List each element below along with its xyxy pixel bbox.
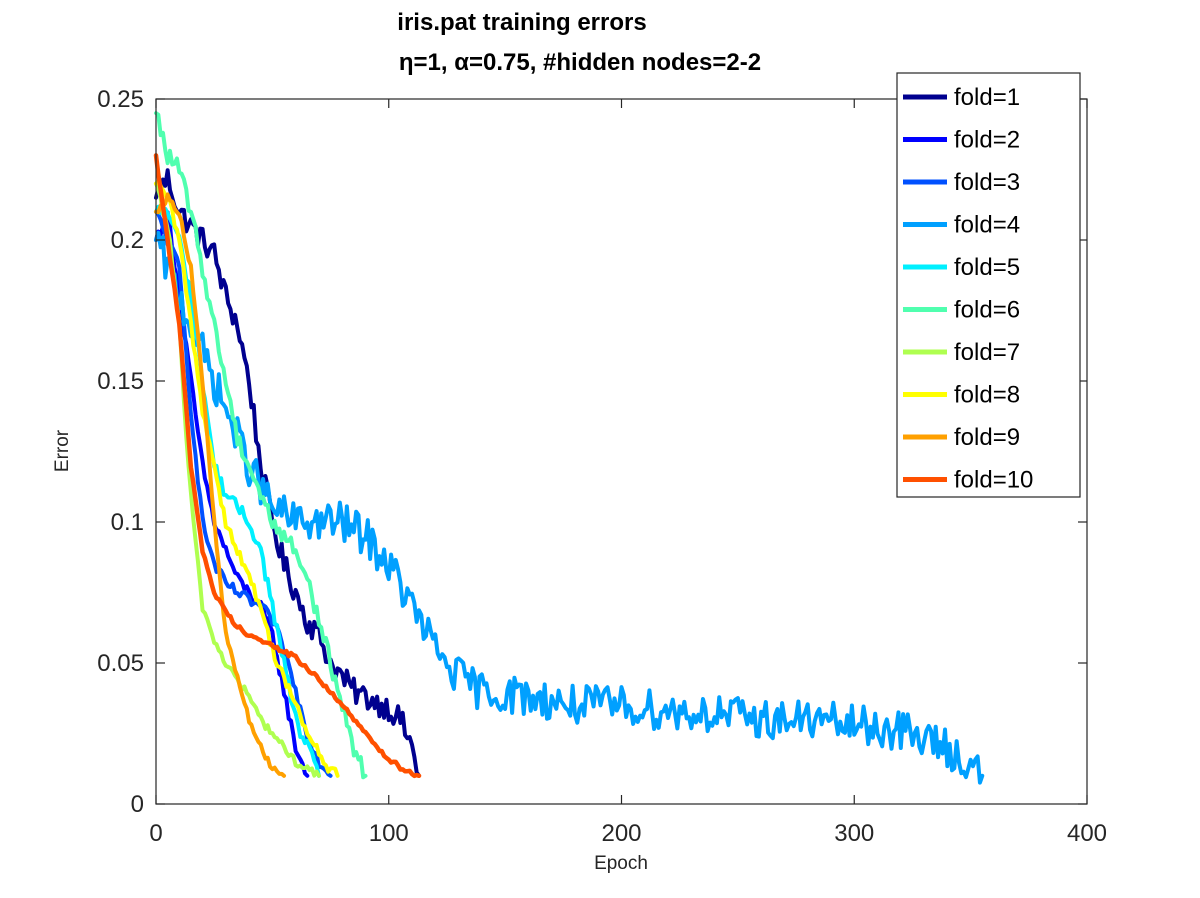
series-line-fold-6 xyxy=(154,111,368,780)
x-axis-label: Epoch xyxy=(594,853,648,874)
series-layer xyxy=(153,111,985,785)
series-line-fold-8 xyxy=(154,179,340,778)
series-line-fold-1 xyxy=(154,168,422,778)
legend-items: fold=1 fold=2 fold=3 fold=4 fold=5 fold=6 fold… xyxy=(903,84,1033,494)
chart-title: iris.pat training errors xyxy=(397,9,646,36)
legend-label: fold=10 xyxy=(954,467,1033,494)
y-tick-label: 0.2 xyxy=(111,227,144,254)
legend: fold=1 fold=2 fold=3 fold=4 fold=5 fold=6 fold… xyxy=(896,72,1081,498)
chart-subtitle: η=1, α=0.75, #hidden nodes=2-2 xyxy=(399,49,761,76)
legend-label: fold=8 xyxy=(954,382,1020,409)
series-line-fold-10 xyxy=(153,153,422,779)
legend-box xyxy=(896,72,1081,498)
x-tick-label: 300 xyxy=(834,820,874,847)
y-tick-label: 0.1 xyxy=(111,509,144,536)
legend-label: fold=4 xyxy=(954,212,1020,239)
legend-label: fold=6 xyxy=(954,297,1020,324)
x-tick-label: 0 xyxy=(149,820,162,847)
y-axis-label: Error xyxy=(52,429,73,472)
x-tick-label: 200 xyxy=(601,820,641,847)
series-line-fold-3 xyxy=(154,209,333,778)
x-tick-label: 400 xyxy=(1067,820,1107,847)
y-tick-label: 0.15 xyxy=(97,368,144,395)
x-tick-label: 100 xyxy=(369,820,409,847)
legend-label: fold=9 xyxy=(954,424,1020,451)
legend-label: fold=2 xyxy=(954,127,1020,154)
ticks-layer: 0 100 200 300 400 0 0.05 0.1 0.15 0.2 0.25 xyxy=(97,86,1107,847)
legend-label: fold=3 xyxy=(954,169,1020,196)
y-tick-label: 0.25 xyxy=(97,86,144,113)
y-tick-label: 0 xyxy=(131,791,144,818)
series-line-fold-4 xyxy=(154,230,985,785)
legend-label: fold=5 xyxy=(954,254,1020,281)
y-tick-label: 0.05 xyxy=(97,650,144,677)
legend-label: fold=1 xyxy=(954,84,1020,111)
series-line-fold-9 xyxy=(154,192,287,778)
legend-label: fold=7 xyxy=(954,339,1020,366)
